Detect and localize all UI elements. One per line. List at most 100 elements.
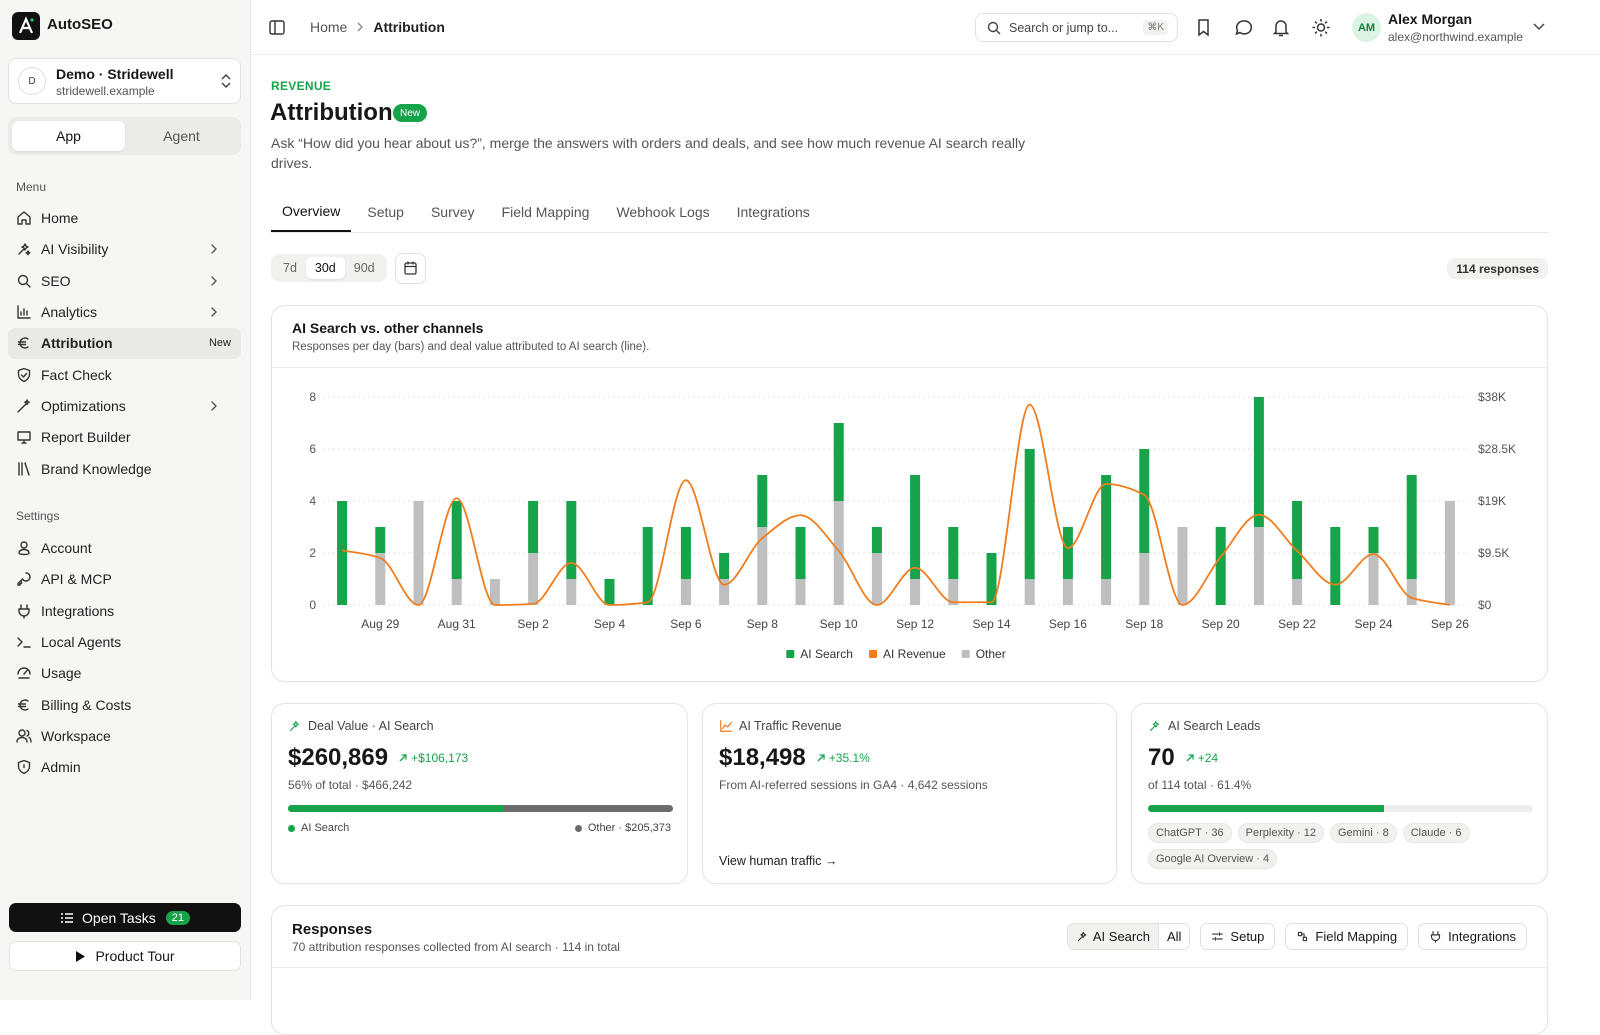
action-button[interactable]: Field Mapping <box>1285 923 1409 950</box>
search-shortcut: ⌘K <box>1143 20 1168 35</box>
chip: Google AI Overview · 4 <box>1148 849 1278 869</box>
chip: ChatGPT · 36 <box>1148 823 1232 843</box>
nav-item[interactable]: Analytics <box>8 297 241 328</box>
bar <box>1253 397 1264 527</box>
nav-item[interactable]: Workspace <box>8 721 241 752</box>
bar <box>375 553 386 605</box>
user-menu-chevron[interactable] <box>1532 22 1546 32</box>
x-tick-label: Sep 14 <box>972 617 1010 631</box>
bar <box>1330 527 1341 605</box>
nav-label: Usage <box>41 665 82 682</box>
range-option[interactable]: 7d <box>283 261 297 275</box>
y2-tick-label: $9.5K <box>1478 546 1509 560</box>
bar <box>528 501 539 553</box>
nav-item[interactable]: Local Agents <box>8 627 241 658</box>
icon <box>211 307 217 317</box>
chip: Perplexity · 12 <box>1237 823 1324 843</box>
bar <box>1215 527 1226 605</box>
icon-path <box>17 637 31 648</box>
bar <box>337 501 348 605</box>
breadcrumb-home[interactable]: Home <box>310 19 348 35</box>
x-tick-label: Sep 6 <box>670 617 702 631</box>
icon <box>720 720 732 732</box>
icon <box>1298 931 1308 942</box>
progress-track <box>288 805 673 812</box>
nav-item[interactable]: SEO <box>8 265 241 296</box>
x-tick-label: Sep 18 <box>1125 617 1163 631</box>
icon <box>17 572 31 587</box>
icon-path <box>17 305 31 319</box>
action-button[interactable]: Setup <box>1200 923 1276 950</box>
tab[interactable]: Integrations <box>736 204 810 220</box>
icon <box>18 462 30 476</box>
icon-path <box>17 274 31 288</box>
icon-path <box>17 431 31 445</box>
filter-option[interactable]: AI Search <box>1067 924 1158 949</box>
range-option[interactable]: 90d <box>353 261 375 275</box>
action-button[interactable]: Integrations <box>1418 923 1527 950</box>
sidebar-toggle[interactable] <box>269 20 285 35</box>
open-tasks-button[interactable]: Open Tasks 21 <box>9 903 241 932</box>
filter-option[interactable]: All <box>1157 924 1190 949</box>
nav-label: Attribution <box>41 335 113 352</box>
nav-item[interactable]: Fact Check <box>8 359 241 390</box>
nav-item[interactable]: Usage <box>8 658 241 689</box>
search-box[interactable]: Search or jump to... ⌘K <box>975 13 1178 42</box>
mode-tab[interactable]: App <box>12 121 125 151</box>
bar <box>604 579 615 605</box>
nav-item[interactable]: Billing & Costs <box>8 689 241 720</box>
user-avatar[interactable]: AM <box>1352 13 1381 42</box>
topbar-icons[interactable] <box>1195 18 1345 38</box>
workspace-name: Demo · Stridewell <box>56 66 174 82</box>
icon <box>17 760 31 775</box>
icon <box>17 367 31 382</box>
icon <box>1212 932 1224 941</box>
new-badge: New <box>393 104 428 122</box>
x-tick-label: Aug 29 <box>361 617 399 631</box>
workspace-domain: stridewell.example <box>56 84 155 98</box>
bar <box>871 553 882 605</box>
nav-label: Home <box>41 210 79 226</box>
icon <box>1430 931 1441 943</box>
tab[interactable]: Overview <box>271 192 352 232</box>
nav-item[interactable]: Admin <box>8 752 241 783</box>
button-label: Field Mapping <box>1315 929 1398 944</box>
bar <box>986 553 997 605</box>
nav-item[interactable]: Optimizations <box>8 391 241 422</box>
bar <box>1101 475 1112 579</box>
icon <box>17 399 30 413</box>
kpi-value: $260,869 <box>288 744 389 771</box>
calendar-button[interactable] <box>395 253 426 284</box>
tab[interactable]: Webhook Logs <box>616 204 710 220</box>
bar <box>1139 449 1150 553</box>
nav-item[interactable]: AI Visibility <box>8 234 241 265</box>
legend-swatch <box>868 650 877 658</box>
icon-path <box>1298 931 1308 942</box>
nav-item[interactable]: Integrations <box>8 595 241 626</box>
tab[interactable]: Setup <box>367 204 404 220</box>
icon <box>17 637 31 648</box>
icon-path <box>17 572 31 587</box>
nav-item[interactable]: Brand Knowledge <box>8 453 241 484</box>
workspace-switcher[interactable]: D Demo · Stridewell stridewell.example <box>8 58 241 104</box>
nav-item[interactable]: Account <box>8 533 241 564</box>
nav-item[interactable]: Home <box>8 203 241 234</box>
nav-item[interactable]: Report Builder <box>8 422 241 453</box>
icon <box>18 603 30 619</box>
responses-title: Responses <box>292 921 373 938</box>
tab[interactable]: Survey <box>430 204 475 220</box>
range-option[interactable]: 30d <box>305 257 345 279</box>
bar <box>680 527 691 579</box>
filter-label: AI Search <box>1092 929 1150 944</box>
legend: AI Search AI Revenue Other <box>786 647 1006 661</box>
mode-tab[interactable]: Agent <box>163 128 200 144</box>
bar <box>375 527 386 553</box>
icon-path <box>211 244 217 255</box>
chart-card: AI Search vs. other channels Responses p… <box>271 305 1548 682</box>
nav-item[interactable]: Attribution New <box>8 327 241 359</box>
nav-item[interactable]: API & MCP <box>8 564 241 595</box>
kpi-link[interactable]: View human traffic → <box>719 854 838 868</box>
product-tour-button[interactable]: Product Tour <box>9 941 241 971</box>
chart-subtitle: Responses per day (bars) and deal value … <box>292 341 650 353</box>
tab[interactable]: Field Mapping <box>501 204 590 220</box>
